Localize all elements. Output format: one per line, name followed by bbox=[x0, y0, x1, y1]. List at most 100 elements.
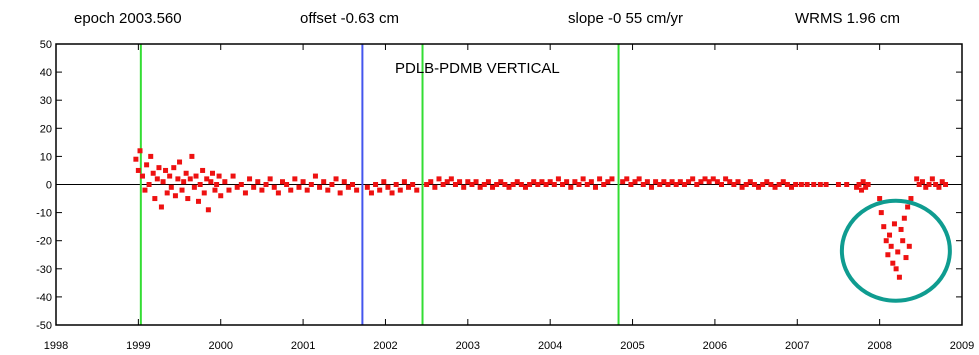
data-point bbox=[393, 182, 399, 187]
data-point bbox=[898, 226, 904, 232]
data-point bbox=[620, 179, 626, 185]
data-point bbox=[739, 184, 745, 190]
data-point bbox=[494, 182, 500, 187]
data-point bbox=[636, 176, 642, 182]
data-point bbox=[238, 182, 244, 187]
data-point bbox=[473, 179, 479, 185]
data-point bbox=[440, 182, 446, 187]
data-point bbox=[723, 176, 729, 182]
data-point bbox=[887, 232, 893, 238]
data-point bbox=[698, 179, 704, 185]
data-point bbox=[673, 182, 679, 187]
x-tick-label: 1999 bbox=[126, 340, 150, 352]
data-point bbox=[345, 184, 351, 190]
data-point bbox=[714, 179, 720, 185]
data-point bbox=[727, 179, 733, 185]
data-point bbox=[584, 182, 590, 187]
data-point bbox=[776, 182, 782, 187]
data-point bbox=[414, 187, 420, 193]
data-point bbox=[648, 184, 654, 190]
data-point bbox=[885, 252, 891, 258]
data-point bbox=[212, 187, 218, 193]
data-point bbox=[572, 179, 578, 185]
data-point bbox=[900, 238, 906, 244]
data-point bbox=[300, 179, 306, 185]
data-point bbox=[506, 184, 512, 190]
data-point bbox=[428, 179, 434, 185]
data-point bbox=[531, 179, 537, 185]
data-point bbox=[624, 176, 630, 182]
data-point bbox=[628, 182, 634, 187]
data-point bbox=[576, 182, 582, 187]
x-tick-label: 2005 bbox=[620, 340, 644, 352]
x-tick-label: 2001 bbox=[291, 340, 315, 352]
data-point bbox=[535, 182, 541, 187]
data-point bbox=[891, 221, 897, 227]
data-point bbox=[193, 173, 199, 179]
data-point bbox=[865, 182, 871, 187]
data-point bbox=[768, 182, 774, 187]
data-point bbox=[896, 274, 902, 280]
data-point bbox=[410, 182, 416, 187]
data-point bbox=[208, 179, 214, 185]
data-point bbox=[903, 255, 909, 261]
data-point bbox=[877, 196, 883, 202]
data-point bbox=[368, 190, 374, 196]
data-point bbox=[177, 159, 183, 165]
data-point bbox=[539, 179, 545, 185]
data-point bbox=[444, 179, 450, 185]
data-point bbox=[214, 182, 220, 187]
data-point bbox=[156, 165, 162, 171]
data-point bbox=[135, 167, 141, 173]
x-tick-label: 2002 bbox=[373, 340, 397, 352]
data-point bbox=[939, 179, 945, 185]
data-point bbox=[863, 184, 869, 190]
data-point bbox=[844, 182, 850, 187]
data-point bbox=[296, 184, 302, 190]
data-point bbox=[718, 182, 724, 187]
data-point bbox=[197, 182, 203, 187]
data-point bbox=[780, 179, 786, 185]
y-tick-label: -20 bbox=[36, 236, 52, 248]
data-point bbox=[200, 167, 206, 173]
data-point bbox=[669, 179, 675, 185]
data-point bbox=[772, 184, 778, 190]
data-point bbox=[251, 184, 257, 190]
data-point bbox=[710, 176, 716, 182]
data-point bbox=[163, 167, 169, 173]
data-point bbox=[457, 179, 463, 185]
data-point bbox=[514, 179, 520, 185]
data-point bbox=[817, 182, 823, 187]
data-point bbox=[183, 170, 189, 176]
data-point bbox=[860, 179, 866, 185]
data-point bbox=[883, 238, 889, 244]
data-point bbox=[337, 190, 343, 196]
x-tick-label: 1998 bbox=[44, 340, 68, 352]
data-point bbox=[187, 176, 193, 182]
data-point bbox=[354, 187, 360, 193]
y-tick-label: 40 bbox=[40, 67, 52, 79]
data-point bbox=[230, 173, 236, 179]
data-point bbox=[133, 156, 139, 162]
data-point bbox=[179, 187, 185, 193]
data-point bbox=[681, 182, 687, 187]
data-point bbox=[916, 182, 922, 187]
data-point bbox=[905, 204, 911, 210]
data-point bbox=[242, 190, 248, 196]
data-point bbox=[764, 179, 770, 185]
data-point bbox=[490, 184, 496, 190]
data-point bbox=[385, 184, 391, 190]
data-point bbox=[263, 182, 269, 187]
data-point bbox=[731, 182, 737, 187]
x-tick-label: 2006 bbox=[703, 340, 727, 352]
x-tick-label: 2007 bbox=[785, 340, 809, 352]
data-point bbox=[510, 182, 516, 187]
data-point bbox=[452, 182, 458, 187]
data-point bbox=[919, 179, 925, 185]
axis-layer: 50 40 30 20 10 0 -10 -20 -30 -40 -50 1998 1999 2000 20… bbox=[36, 39, 974, 352]
data-point bbox=[168, 184, 174, 190]
y-tick-label: 20 bbox=[40, 123, 52, 135]
x-tick-label: 2008 bbox=[867, 340, 891, 352]
data-point bbox=[906, 243, 912, 249]
